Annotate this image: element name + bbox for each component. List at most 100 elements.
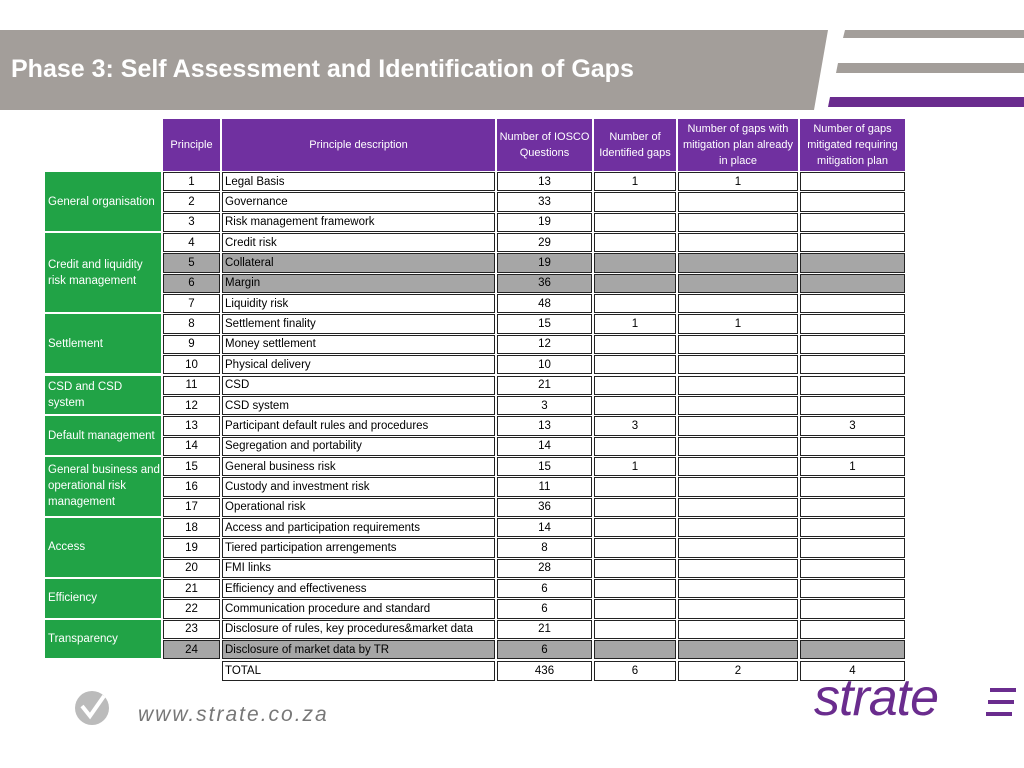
table-cell: Disclosure of market data by TR bbox=[222, 640, 495, 660]
table-cell: 11 bbox=[497, 477, 592, 497]
table-cell: 6 bbox=[497, 599, 592, 619]
total-cell: 436 bbox=[497, 661, 592, 681]
table-cell: 1 bbox=[800, 456, 905, 477]
table-cell bbox=[594, 477, 676, 497]
table-cell: 2 bbox=[163, 192, 220, 212]
group-label: Efficiency bbox=[45, 579, 161, 618]
table-cell: 13 bbox=[497, 416, 592, 436]
table-cell bbox=[678, 416, 798, 436]
table-cell bbox=[800, 395, 905, 416]
table-cell: 21 bbox=[163, 579, 220, 599]
table-cell: 15 bbox=[497, 314, 592, 334]
table-cell: Risk management framework bbox=[222, 212, 495, 233]
table-cell: 14 bbox=[163, 436, 220, 456]
group-label: General organisation bbox=[45, 172, 161, 232]
column-header: Number of Identified gaps bbox=[594, 119, 676, 171]
table-cell bbox=[800, 273, 905, 294]
table-cell: 1 bbox=[678, 172, 798, 192]
table-cell: 19 bbox=[497, 212, 592, 233]
table-cell bbox=[594, 497, 676, 517]
table-cell bbox=[678, 517, 798, 538]
table-cell: 15 bbox=[163, 456, 220, 477]
table-cell bbox=[594, 538, 676, 558]
group-label: Access bbox=[45, 517, 161, 577]
table-cell: 9 bbox=[163, 334, 220, 355]
table-cell: Physical delivery bbox=[222, 355, 495, 375]
table-cell bbox=[678, 477, 798, 497]
table-cell: 19 bbox=[497, 253, 592, 273]
table-cell bbox=[800, 640, 905, 660]
column-header: Principle bbox=[163, 119, 220, 171]
table-cell: Margin bbox=[222, 273, 495, 294]
column-header: Number of IOSCO Questions bbox=[497, 119, 592, 171]
table-cell bbox=[594, 192, 676, 212]
title-bar bbox=[0, 30, 828, 110]
table-cell: Collateral bbox=[222, 253, 495, 273]
table-cell: 8 bbox=[497, 538, 592, 558]
table-cell bbox=[594, 619, 676, 640]
table-cell bbox=[678, 436, 798, 456]
table-cell bbox=[800, 233, 905, 253]
table-cell: 36 bbox=[497, 273, 592, 294]
table-cell: 1 bbox=[678, 314, 798, 334]
table-cell bbox=[594, 273, 676, 294]
seal-check bbox=[80, 694, 106, 720]
table-cell bbox=[678, 395, 798, 416]
table-cell: 8 bbox=[163, 314, 220, 334]
table-cell bbox=[800, 558, 905, 578]
stripe bbox=[836, 63, 1024, 73]
total-cell: 6 bbox=[594, 661, 676, 681]
table-cell bbox=[800, 619, 905, 640]
table-cell bbox=[678, 273, 798, 294]
table-cell bbox=[678, 456, 798, 477]
table-cell bbox=[678, 558, 798, 578]
table-cell: 18 bbox=[163, 517, 220, 538]
table-cell bbox=[800, 334, 905, 355]
table-cell bbox=[800, 517, 905, 538]
group-label: Default management bbox=[45, 416, 161, 455]
table-cell bbox=[594, 517, 676, 538]
table-cell bbox=[594, 640, 676, 660]
group-label: General business and operational risk ma… bbox=[45, 456, 161, 516]
logo-bar bbox=[988, 700, 1014, 704]
table-cell: Participant default rules and procedures bbox=[222, 416, 495, 436]
table-cell: 23 bbox=[163, 619, 220, 640]
title: Phase 3: Self Assessment and Identificat… bbox=[11, 55, 634, 83]
table-cell: 7 bbox=[163, 294, 220, 314]
table-cell bbox=[800, 355, 905, 375]
table-cell: 15 bbox=[497, 456, 592, 477]
table-cell bbox=[678, 334, 798, 355]
table-cell: General business risk bbox=[222, 456, 495, 477]
group-label: CSD and CSD system bbox=[45, 375, 161, 415]
table-cell bbox=[800, 579, 905, 599]
group-label: Credit and liquidity risk management bbox=[45, 233, 161, 313]
table-cell: Segregation and portability bbox=[222, 436, 495, 456]
table-cell: 29 bbox=[497, 233, 592, 253]
table-cell bbox=[594, 436, 676, 456]
group-label: Settlement bbox=[45, 314, 161, 374]
table-cell bbox=[594, 579, 676, 599]
column-header: Principle description bbox=[222, 119, 495, 171]
table-cell bbox=[678, 355, 798, 375]
table-cell: Settlement finality bbox=[222, 314, 495, 334]
table-cell bbox=[678, 294, 798, 314]
table-cell: 13 bbox=[497, 172, 592, 192]
table-cell bbox=[678, 640, 798, 660]
table-cell bbox=[678, 619, 798, 640]
table-cell bbox=[594, 233, 676, 253]
table-cell: 1 bbox=[163, 172, 220, 192]
table-cell: 6 bbox=[163, 273, 220, 294]
group-label: Transparency bbox=[45, 619, 161, 659]
table-cell bbox=[678, 579, 798, 599]
table-cell: 3 bbox=[800, 416, 905, 436]
table-cell: 14 bbox=[497, 436, 592, 456]
table-cell bbox=[678, 497, 798, 517]
table-cell bbox=[594, 212, 676, 233]
table-cell: Liquidity risk bbox=[222, 294, 495, 314]
table-cell: 3 bbox=[594, 416, 676, 436]
table-cell bbox=[800, 436, 905, 456]
table-cell: 24 bbox=[163, 640, 220, 660]
table-cell: Legal Basis bbox=[222, 172, 495, 192]
total-label: TOTAL bbox=[222, 661, 495, 681]
